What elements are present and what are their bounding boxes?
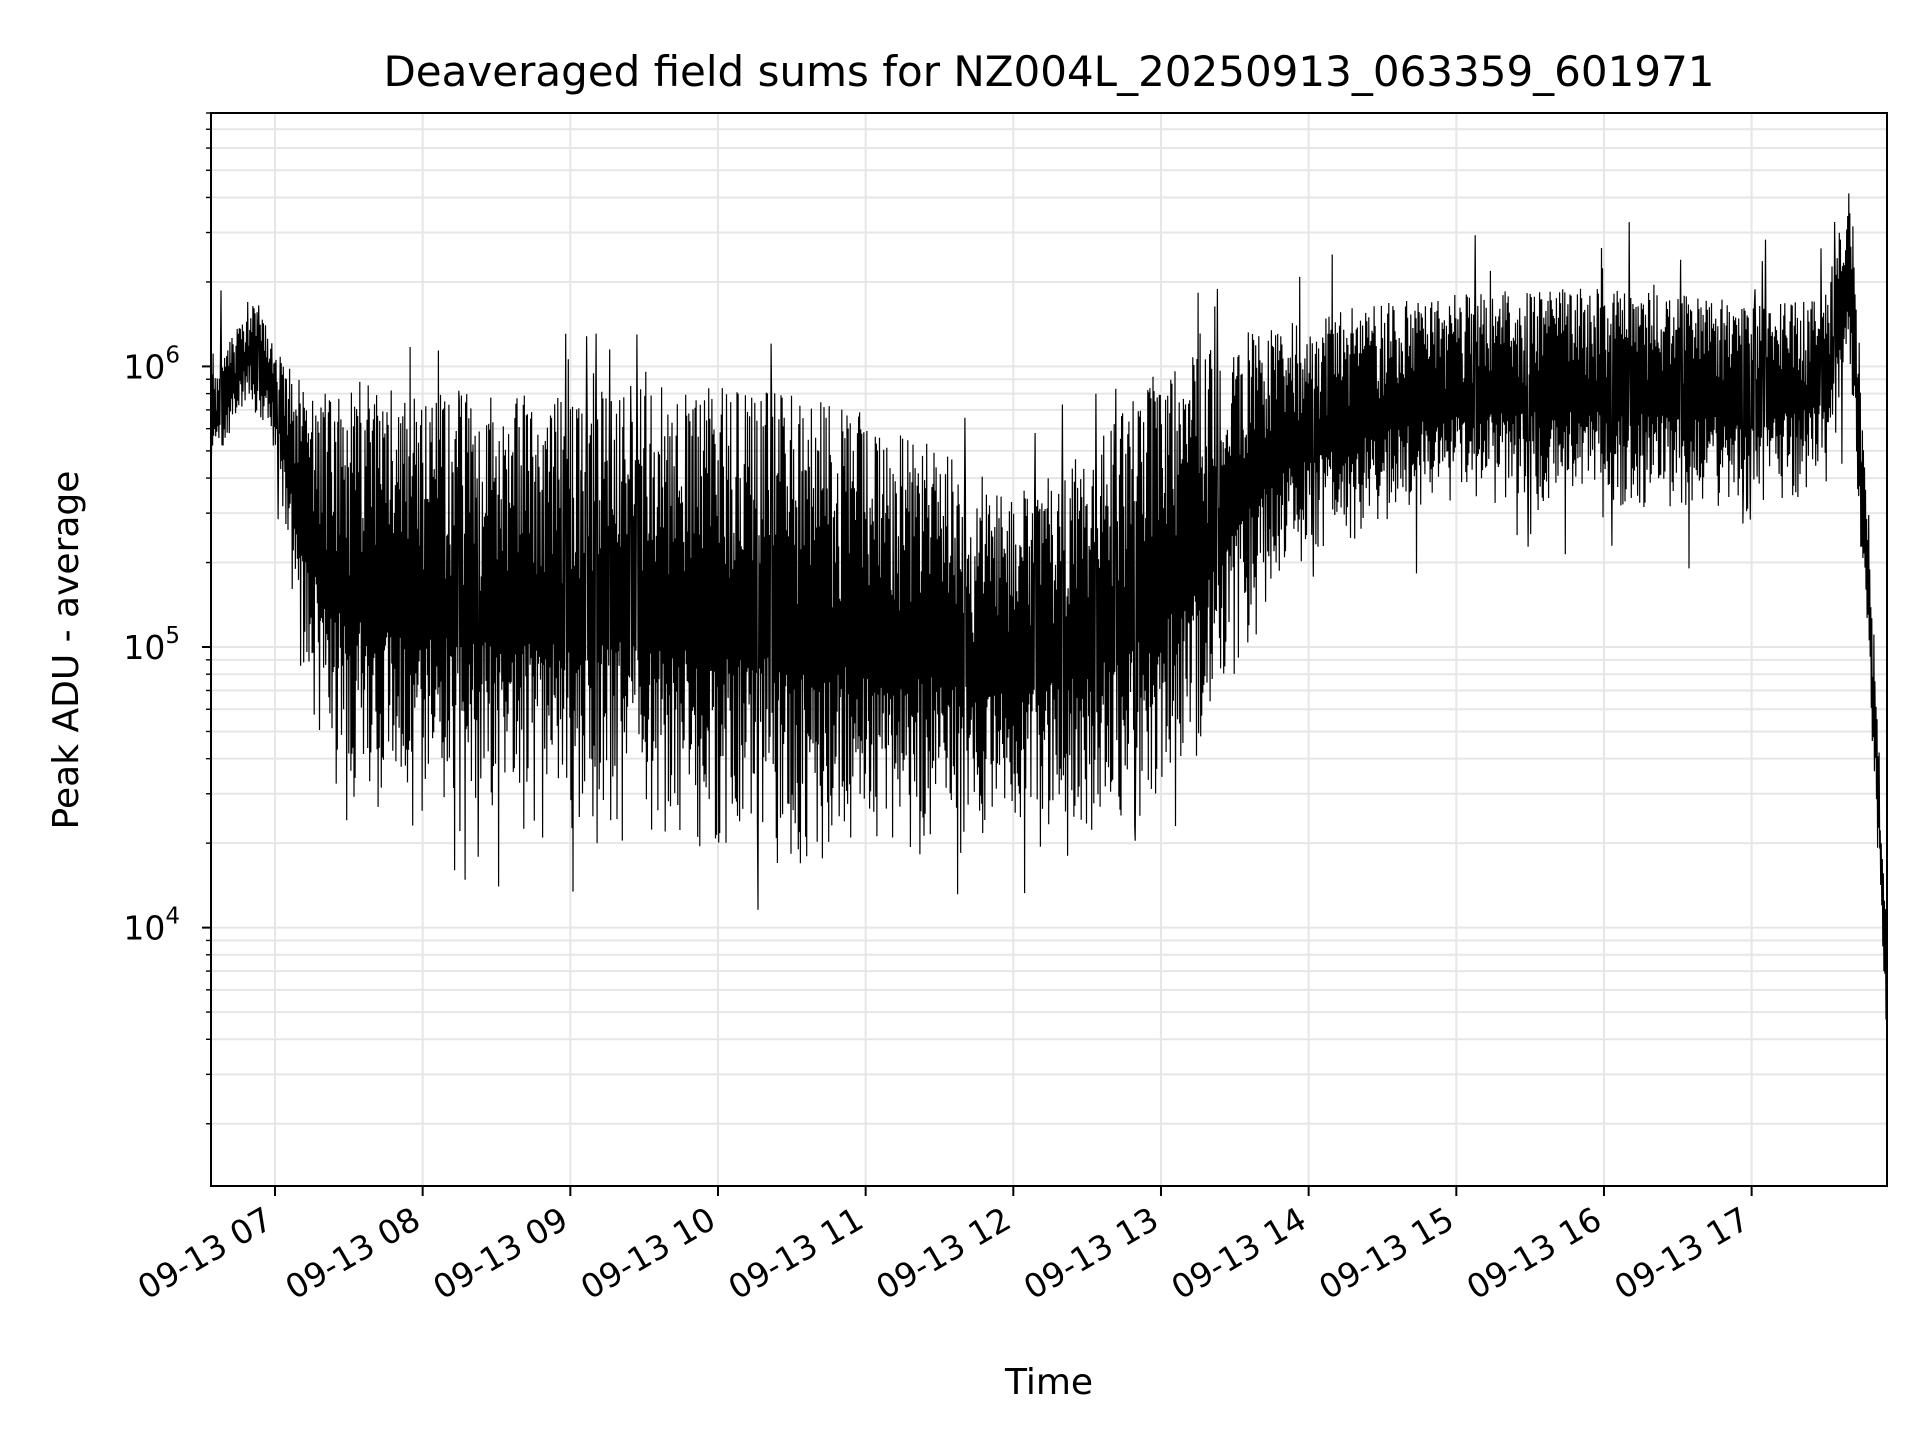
chart-title: Deaveraged field sums for NZ004L_2025091… <box>383 47 1714 96</box>
y-tick-label: 104 <box>123 904 180 948</box>
y-tick-label: 105 <box>123 623 180 667</box>
y-tick-base: 10 <box>123 909 165 948</box>
y-tick-base: 10 <box>123 628 165 667</box>
y-axis-label: Peak ADU - average <box>46 471 87 830</box>
series-line <box>210 193 1888 1021</box>
y-tick-exponent: 6 <box>165 342 180 368</box>
y-tick-exponent: 5 <box>165 623 180 649</box>
y-tick-base: 10 <box>123 347 165 386</box>
series-layer <box>210 193 1888 1021</box>
y-tick-exponent: 4 <box>165 904 180 930</box>
y-tick-label: 106 <box>123 342 180 386</box>
x-axis-label: Time <box>1004 1362 1093 1403</box>
plot-frame <box>210 112 1888 1187</box>
